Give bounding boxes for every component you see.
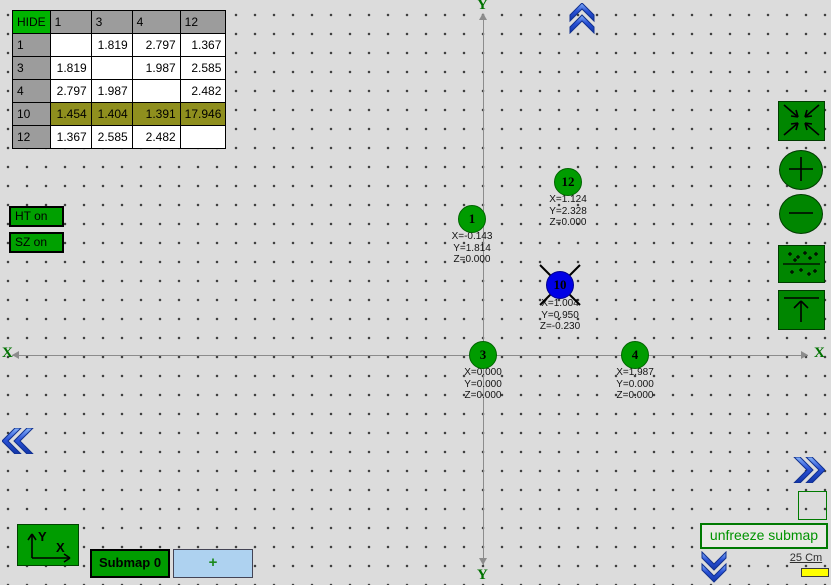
distance-cell: 1.454 — [49, 102, 92, 126]
svg-text:Y: Y — [38, 529, 47, 544]
mini-square-button[interactable] — [798, 491, 827, 520]
pan-down-chevron-icon[interactable] — [701, 551, 727, 583]
pan-left-chevron-icon[interactable] — [2, 428, 34, 454]
scatter-points-line-icon — [783, 251, 820, 276]
distance-cell: 1.987 — [131, 56, 181, 80]
plus-icon — [789, 157, 813, 181]
node-12[interactable]: 12 — [554, 168, 582, 196]
distance-cell: 1.391 — [131, 102, 181, 126]
row-header: 1 — [12, 33, 51, 57]
pan-up-chevron-icon[interactable] — [569, 3, 595, 34]
distance-cell: 1.367 — [179, 33, 227, 57]
node-4[interactable]: 4 — [621, 341, 649, 369]
node-3-coords: X=0.000 Y=0.000 Z=0.000 — [464, 367, 502, 401]
y-axis-line — [483, 14, 484, 565]
submap-tab[interactable]: Submap 0 — [90, 549, 170, 578]
distance-cell: 1.819 — [90, 33, 133, 57]
distance-cell: 1.987 — [90, 79, 133, 103]
arrow-up-to-line-icon — [784, 297, 819, 322]
xy-axes-icon: Y X — [27, 529, 71, 563]
distance-cell: 1.819 — [49, 56, 92, 80]
x-axis-label-right: X — [814, 345, 825, 361]
x-axis-line — [12, 355, 808, 356]
y-axis-label-bottom: Y — [477, 567, 488, 583]
distance-cell: 1.404 — [90, 102, 133, 126]
svg-text:X: X — [56, 540, 65, 555]
distance-cell: 17.946 — [179, 102, 227, 126]
distance-cell: 1.367 — [49, 125, 92, 149]
row-header: 12 — [12, 125, 51, 149]
y-axis-label-top: Y — [477, 0, 488, 13]
table-row: 1 1.819 2.797 1.367 — [12, 33, 227, 57]
node-3[interactable]: 3 — [469, 341, 497, 369]
column-header: 3 — [90, 10, 133, 34]
column-header: 1 — [49, 10, 92, 34]
y-axis-arrow-bottom — [479, 558, 487, 565]
row-header: 10 — [12, 102, 51, 126]
column-header: 4 — [131, 10, 181, 34]
table-row: 3 1.819 1.987 2.585 — [12, 56, 227, 80]
distance-table: HIDE 1 3 4 12 1 1.819 2.797 1.367 3 1.81… — [12, 10, 227, 149]
orient-up-button[interactable] — [778, 290, 825, 330]
fit-view-button[interactable] — [778, 101, 825, 141]
distance-cell: 2.482 — [179, 79, 227, 103]
node-4-coords: X=1.987 Y=0.000 Z=0.000 — [616, 367, 654, 401]
distance-cell — [131, 79, 181, 103]
x-axis-arrow-left — [12, 351, 19, 359]
minus-icon — [789, 212, 813, 214]
distance-cell: 2.585 — [90, 125, 133, 149]
node-10-coords: X=1.004 Y=0.950 Z=-0.230 — [539, 298, 581, 332]
node-1-coords: X=-0.143 Y=1.814 Z=0.000 — [451, 231, 493, 265]
unfreeze-submap-button[interactable]: unfreeze submap — [700, 523, 828, 549]
node-1[interactable]: 1 — [458, 205, 486, 233]
row-header: 4 — [12, 79, 51, 103]
map-scale-label: 25 Cm — [789, 552, 823, 564]
table-header-row: HIDE 1 3 4 12 — [12, 10, 227, 34]
hide-button[interactable]: HIDE — [12, 10, 51, 34]
axes-orientation-button[interactable]: Y X — [17, 524, 79, 566]
x-axis-label-left: X — [2, 345, 13, 361]
map-scale-bar — [801, 568, 829, 577]
distance-cell: 2.797 — [49, 79, 92, 103]
add-submap-tab[interactable]: + — [173, 549, 253, 578]
row-header: 3 — [12, 56, 51, 80]
arrows-to-center-icon — [783, 104, 820, 136]
distance-cell: 2.797 — [131, 33, 181, 57]
ht-toggle-button[interactable]: HT on — [9, 206, 64, 227]
distance-cell — [179, 125, 227, 149]
sz-toggle-button[interactable]: SZ on — [9, 232, 64, 253]
distance-cell: 2.585 — [179, 56, 227, 80]
table-row: 4 2.797 1.987 2.482 — [12, 79, 227, 103]
zoom-out-button[interactable] — [779, 194, 823, 234]
column-header: 12 — [179, 10, 227, 34]
y-axis-arrow-top — [479, 13, 487, 20]
scatter-view-button[interactable] — [778, 245, 825, 283]
x-axis-arrow-right — [801, 351, 808, 359]
table-row-highlighted: 10 1.454 1.404 1.391 17.946 — [12, 102, 227, 126]
distance-cell: 2.482 — [131, 125, 181, 149]
pan-right-chevron-icon[interactable] — [793, 457, 825, 483]
table-row: 12 1.367 2.585 2.482 — [12, 125, 227, 149]
distance-cell — [90, 56, 133, 80]
zoom-in-button[interactable] — [779, 150, 823, 190]
distance-cell — [49, 33, 92, 57]
node-12-coords: X=1.124 Y=2.328 Z=0.000 — [549, 194, 587, 228]
node-10[interactable]: 10 — [546, 271, 574, 299]
